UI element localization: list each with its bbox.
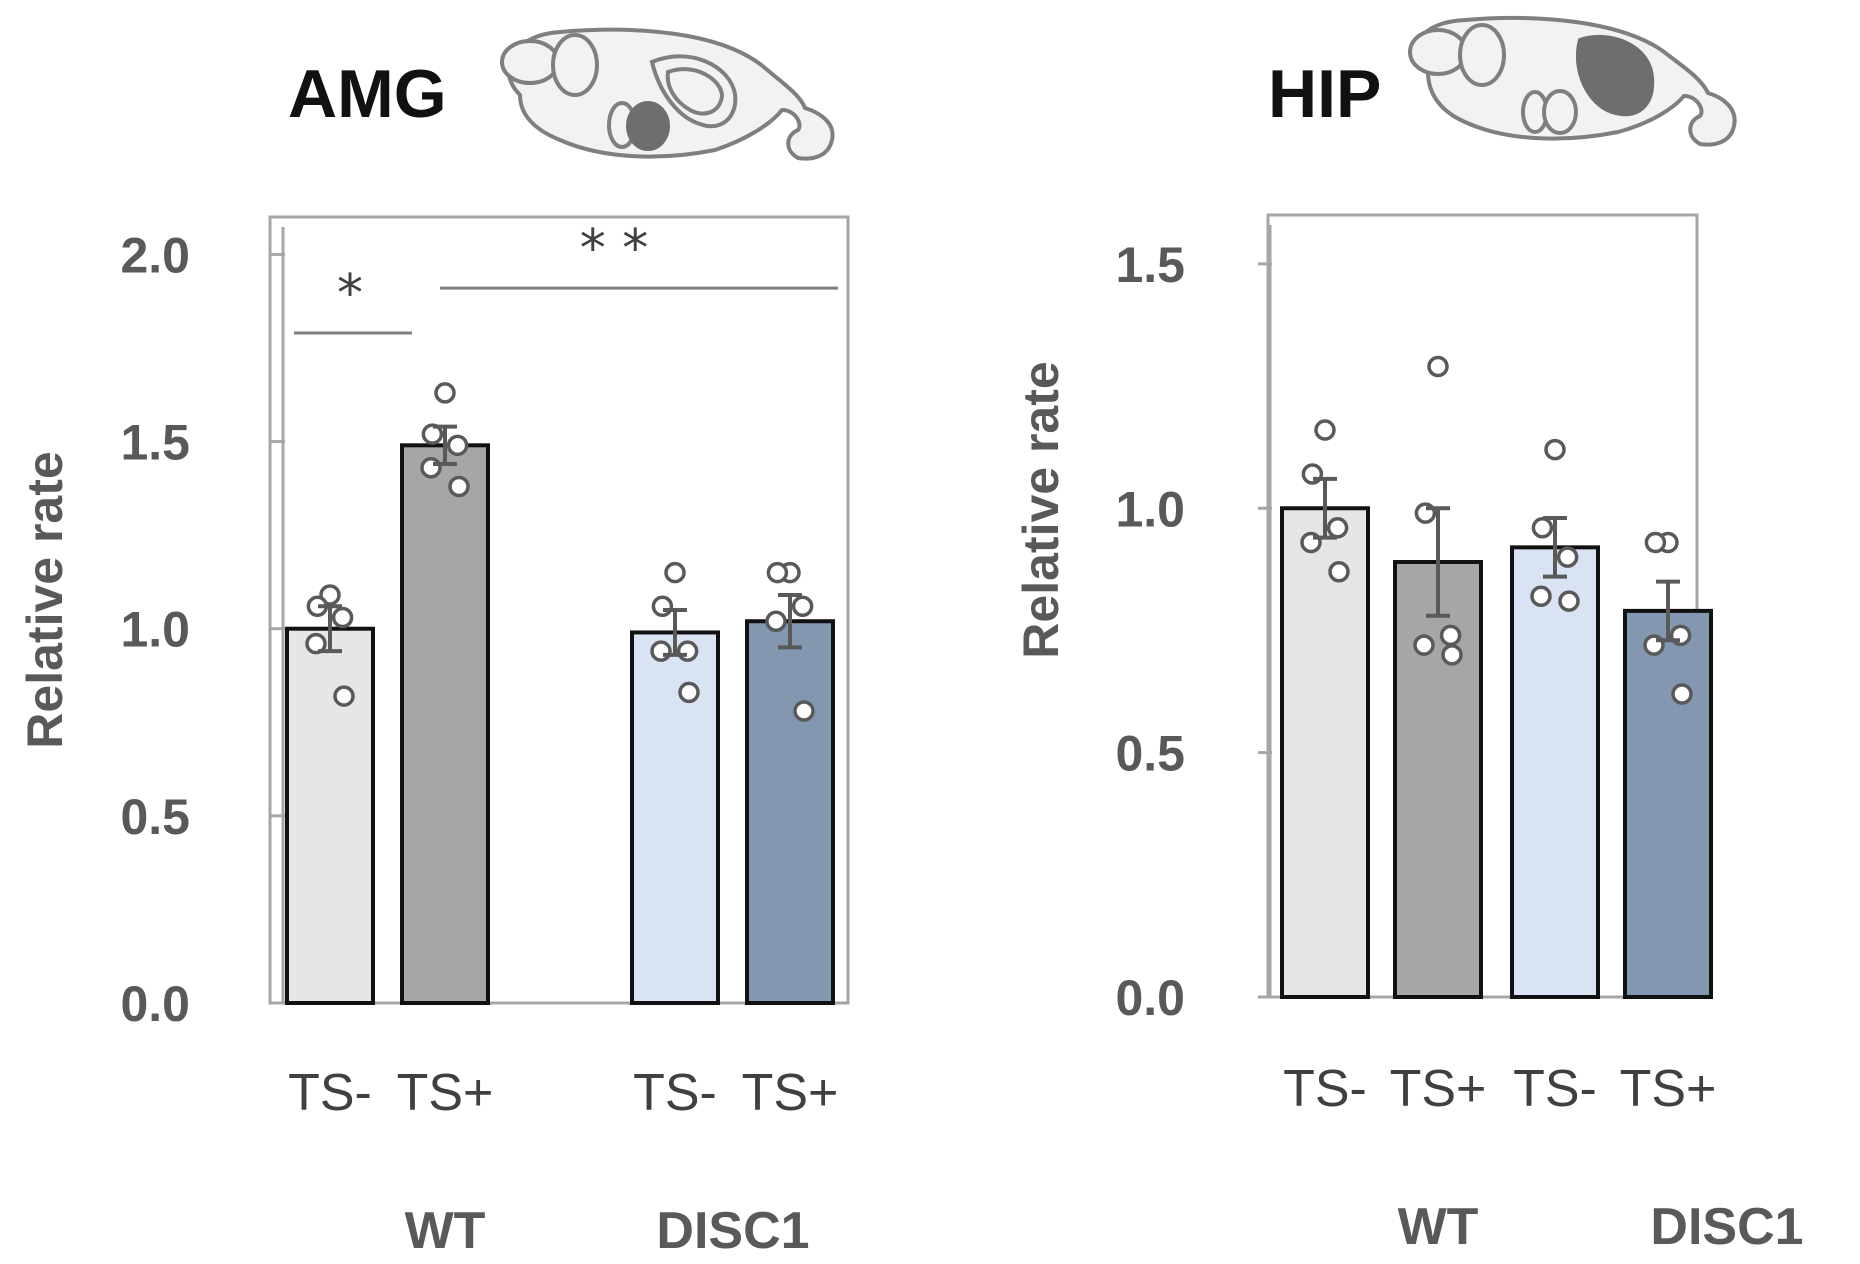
bar [745, 619, 835, 1005]
data-point [765, 610, 787, 632]
data-point [1427, 355, 1449, 378]
mouse-brain-amygdala-icon [500, 27, 835, 161]
data-point [1530, 585, 1552, 607]
y-tick-label: 0.0 [1115, 970, 1185, 1026]
data-point [664, 561, 686, 584]
category-label: TS- [1283, 1060, 1367, 1118]
axes-amg [268, 215, 850, 1005]
data-point [651, 595, 674, 618]
mouse-brain-hippocampus-icon [1408, 15, 1737, 147]
data-point [1314, 419, 1336, 441]
y-ticks-hip: 0.0 0.5 1.0 1.5 [1115, 237, 1272, 1026]
points-amg [305, 382, 815, 722]
data-point [1556, 546, 1579, 568]
bar [1510, 545, 1600, 999]
data-point [1558, 590, 1580, 612]
group-label: WT [405, 1202, 486, 1260]
data-point [331, 606, 354, 629]
group-labels-amg: WT DISC1 [405, 1202, 810, 1260]
panel-title-hip: HIP [1268, 56, 1381, 132]
category-labels-amg: TS- TS+ TS- TS+ [288, 1064, 838, 1122]
group-label: DISC1 [1650, 1198, 1803, 1256]
data-point [1544, 438, 1566, 461]
bars-amg [285, 443, 835, 1006]
category-labels-hip: TS- TS+ TS- TS+ [1283, 1060, 1716, 1118]
bar [630, 630, 720, 1005]
data-point [766, 561, 789, 584]
error-bars-amg [318, 424, 802, 657]
y-tick-label: 2.0 [120, 227, 190, 283]
data-point [1441, 644, 1463, 666]
bar [285, 626, 375, 1005]
data-point [650, 640, 672, 662]
category-label: TS+ [742, 1064, 839, 1122]
data-point [1439, 624, 1462, 647]
bars-hip [1280, 506, 1713, 999]
bar [1393, 560, 1483, 999]
y-tick-label: 1.0 [1115, 481, 1185, 537]
y-tick-label: 0.5 [1115, 726, 1185, 782]
data-point [448, 475, 470, 498]
bar [1280, 506, 1370, 999]
data-point [446, 434, 469, 457]
y-tick-label: 1.0 [120, 602, 190, 658]
significance-label: * * [580, 219, 649, 279]
panel-amg: AMG Relative rate 0.0 0.5 1.0 1.5 2.0 * * * T… [17, 27, 850, 1260]
bar [1623, 608, 1713, 999]
data-point [1531, 517, 1554, 539]
significance-amg: * * * [294, 219, 838, 335]
category-label: TS+ [397, 1064, 494, 1122]
category-label: TS+ [1620, 1060, 1717, 1118]
y-tick-label: 1.5 [1115, 237, 1185, 293]
data-point [305, 632, 327, 655]
significance-label: * [337, 264, 363, 324]
category-label: TS- [1513, 1060, 1597, 1118]
category-label: TS+ [1390, 1060, 1487, 1118]
y-tick-label: 0.5 [120, 789, 190, 845]
y-tick-label: 0.0 [120, 976, 190, 1032]
data-point [1644, 531, 1667, 554]
y-ticks-amg: 0.0 0.5 1.0 1.5 2.0 [120, 227, 285, 1032]
y-axis-label-amg: Relative rate [17, 451, 73, 748]
data-point [420, 457, 442, 479]
category-label: TS- [288, 1064, 372, 1122]
panel-title-amg: AMG [288, 56, 447, 132]
y-tick-label: 1.5 [120, 415, 190, 471]
group-labels-hip: WT DISC1 [1398, 1198, 1804, 1256]
bar [400, 443, 490, 1006]
y-axis-label-hip: Relative rate [1013, 361, 1069, 658]
data-point [1671, 683, 1693, 705]
panel-hip: HIP Relative rate 0.00.51.01.5 TS- TS+ TS-… [1013, 15, 1804, 1256]
data-point [434, 382, 456, 404]
data-point [1326, 517, 1349, 539]
data-point [793, 700, 815, 722]
data-point [791, 595, 814, 618]
category-label: TS- [633, 1064, 717, 1122]
data-point [333, 685, 355, 707]
data-point [1413, 634, 1435, 656]
group-label: DISC1 [656, 1202, 809, 1260]
data-point [678, 681, 700, 704]
data-point [421, 423, 444, 445]
plot-frame [268, 215, 850, 1005]
error-bars-hip [1313, 476, 1680, 643]
points-hip [1300, 355, 1693, 705]
group-label: WT [1398, 1198, 1479, 1256]
data-point [1328, 561, 1350, 583]
data-point [676, 640, 699, 662]
